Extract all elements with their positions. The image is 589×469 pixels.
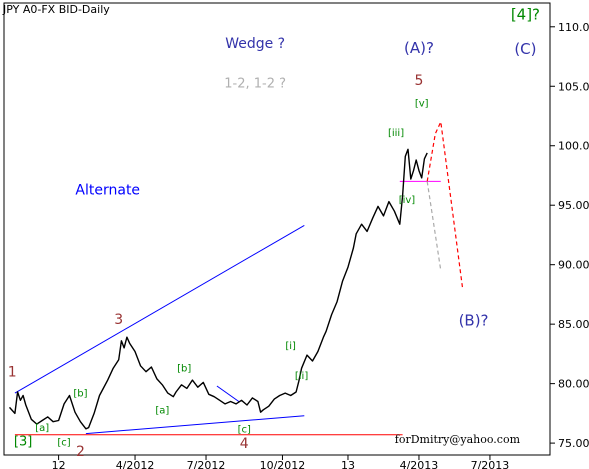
- trendline: [85, 415, 305, 435]
- wave-label: 3: [114, 312, 123, 328]
- x-tick-label: 13: [341, 459, 355, 469]
- wave-label: [a]: [155, 405, 169, 416]
- y-tick-label: 75.00: [558, 437, 589, 450]
- y-tick-label: 80.00: [558, 378, 589, 391]
- wave-label: [3]: [14, 434, 32, 449]
- price-series: [8, 148, 428, 430]
- plot-frame: [3, 2, 551, 456]
- wave-label: (A)?: [404, 39, 434, 57]
- x-tick-label: 4/2013: [400, 459, 439, 469]
- wave-label: [4]?: [511, 6, 540, 24]
- wave-label: [b]: [177, 364, 191, 375]
- projection-line: [426, 181, 442, 271]
- wave-label: [i]: [285, 341, 296, 352]
- projections: [426, 119, 464, 289]
- y-axis: 75.00 80.00 85.00 90.00 95.00 100.0 105.0 110.0: [550, 21, 589, 450]
- wave-label: [v]: [415, 98, 429, 109]
- wave-label: [c]: [238, 424, 251, 435]
- wave-label: Wedge ?: [225, 36, 285, 52]
- wave-label: [a]: [35, 423, 49, 434]
- trendline: [14, 224, 305, 394]
- wave-label: [b]: [73, 389, 87, 400]
- x-tick-label: 10/2012: [260, 459, 306, 469]
- y-tick-label: 100.0: [558, 140, 589, 153]
- wave-label: 1-2, 1-2 ?: [224, 76, 286, 91]
- x-tick-label: 4/2012: [116, 459, 155, 469]
- wave-label: (C): [514, 40, 536, 58]
- trendline: [216, 385, 240, 402]
- wave-label: [iii]: [388, 128, 404, 139]
- wave-label: Alternate: [75, 183, 140, 199]
- y-tick-label: 110.0: [558, 21, 589, 34]
- x-tick-label: 7/2013: [471, 459, 510, 469]
- price-line: [8, 148, 428, 430]
- projection-line: [426, 119, 464, 289]
- y-tick-label: 85.00: [558, 318, 589, 331]
- wave-label: [iv]: [399, 195, 416, 206]
- trendlines: [14, 180, 441, 436]
- x-tick-label: 7/2012: [187, 459, 226, 469]
- y-tick-label: 105.0: [558, 80, 589, 93]
- x-axis: 12 4/2012 7/2012 10/2012 13 4/2013 7/2013: [52, 455, 510, 469]
- wave-label: [ii]: [295, 371, 308, 382]
- chart-title: JPY A0-FX BID-Daily: [2, 3, 110, 16]
- y-tick-label: 90.00: [558, 259, 589, 272]
- wave-label: 1: [8, 364, 17, 380]
- x-tick-label: 12: [52, 459, 66, 469]
- wave-label: [c]: [57, 437, 70, 448]
- wave-label: (B)?: [459, 311, 489, 329]
- wave-label: 5: [414, 73, 423, 89]
- wave-label: 4: [240, 436, 249, 452]
- y-tick-label: 95.00: [558, 199, 589, 212]
- wave-annotations: Wedge ? 1-2, 1-2 ? (A)? 5 [v] [iii] [iv] [4]? (C…: [8, 6, 540, 461]
- wave-label: 2: [76, 444, 85, 460]
- footer-text: forDmitry@yahoo.com: [395, 433, 521, 446]
